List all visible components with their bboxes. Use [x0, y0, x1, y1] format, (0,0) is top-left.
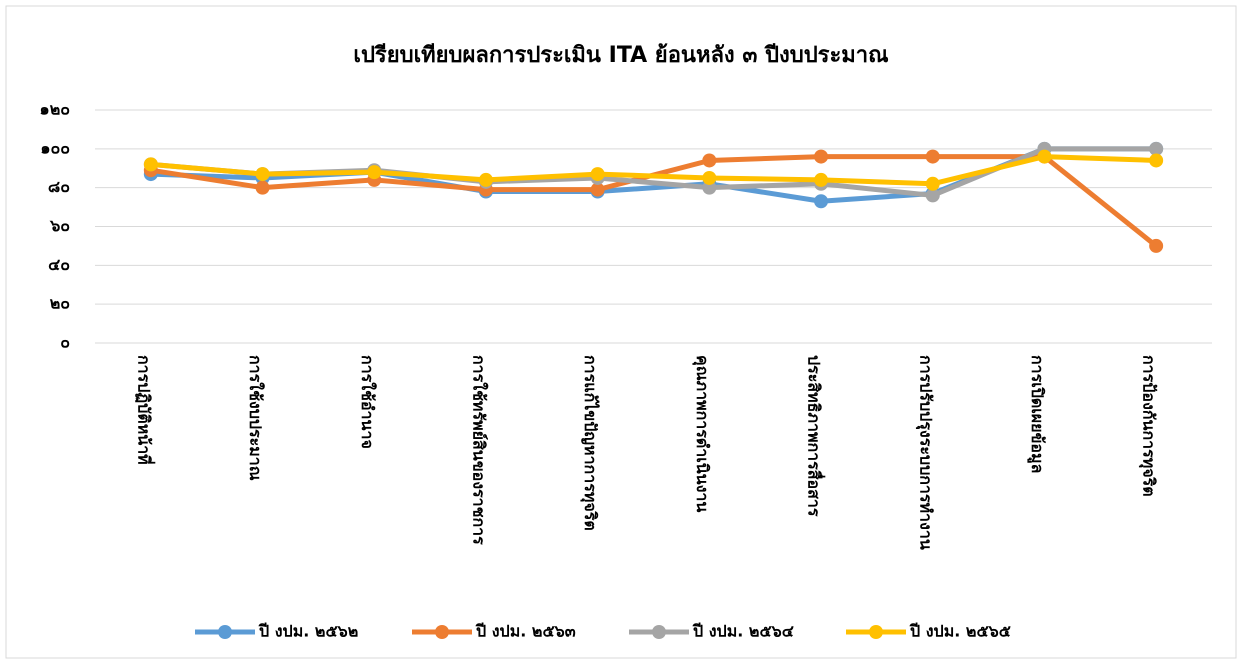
series-marker [1037, 149, 1052, 164]
series-marker [925, 149, 940, 164]
x-tick-label: ประสิทธิภาพการสื่อสาร [805, 355, 826, 517]
x-tick-label: การใช้ทรัพย์สินของราชการ [469, 355, 488, 545]
series-marker [925, 176, 940, 191]
series-marker [590, 167, 605, 182]
series-marker [367, 165, 382, 180]
legend-marker [869, 625, 883, 639]
series-marker [255, 167, 270, 182]
series-marker [814, 172, 829, 187]
series-marker [590, 182, 605, 197]
legend-label: ปี งปม. ๒๕๖๒ [258, 622, 359, 641]
x-tick-label: คุณภาพการดำเนินงาน [692, 355, 712, 512]
series-marker [702, 170, 717, 185]
y-tick-label: ๖๐ [49, 216, 70, 235]
x-tick-label: การแก้ไขปัญหาการทุจริต [580, 355, 600, 531]
chart-frame [5, 5, 1237, 659]
legend-label: ปี งปม. ๒๕๖๓ [475, 622, 576, 641]
series-marker [814, 149, 829, 164]
legend-marker [435, 625, 449, 639]
series-marker [702, 180, 717, 195]
series-marker [814, 194, 829, 209]
y-tick-label: ๑๒๐ [40, 100, 70, 119]
series-line [150, 154, 1157, 187]
x-tick-label: การใช้งบประมาณ [246, 355, 265, 481]
x-tick-label: การปรับปรุงระบบการทำงาน [915, 355, 935, 550]
chart-title: เปรียบเทียบผลการประเมิน ITA ย้อนหลัง ๓ ป… [353, 43, 888, 68]
y-tick-label: ๑๐๐ [40, 138, 70, 157]
y-tick-label: ๘๐ [48, 177, 70, 196]
series-marker [925, 188, 940, 203]
y-tick-label: ๐ [60, 333, 70, 352]
x-tick-label: การปฏิบัติหน้าที่ [134, 355, 155, 465]
legend-label: ปี งปม. ๒๕๖๕ [909, 622, 1011, 641]
legend-label: ปี งปม. ๒๕๖๔ [692, 622, 794, 641]
series-marker [1149, 238, 1164, 253]
series-marker [255, 180, 270, 195]
x-tick-label: การเปิดเผยข้อมูล [1026, 355, 1047, 473]
y-tick-label: ๒๐ [50, 294, 70, 313]
legend-marker [218, 625, 232, 639]
legend-marker [652, 625, 666, 639]
y-tick-label: ๔๐ [48, 255, 70, 274]
x-tick-label: การใช้อำนาจ [358, 355, 377, 449]
series-marker [478, 172, 493, 187]
series-marker [143, 157, 158, 172]
series-marker [702, 153, 717, 168]
x-tick-label: การป้องกันการทุจริต [1139, 355, 1159, 497]
series-marker [1149, 141, 1164, 156]
series-marker [1149, 153, 1164, 168]
